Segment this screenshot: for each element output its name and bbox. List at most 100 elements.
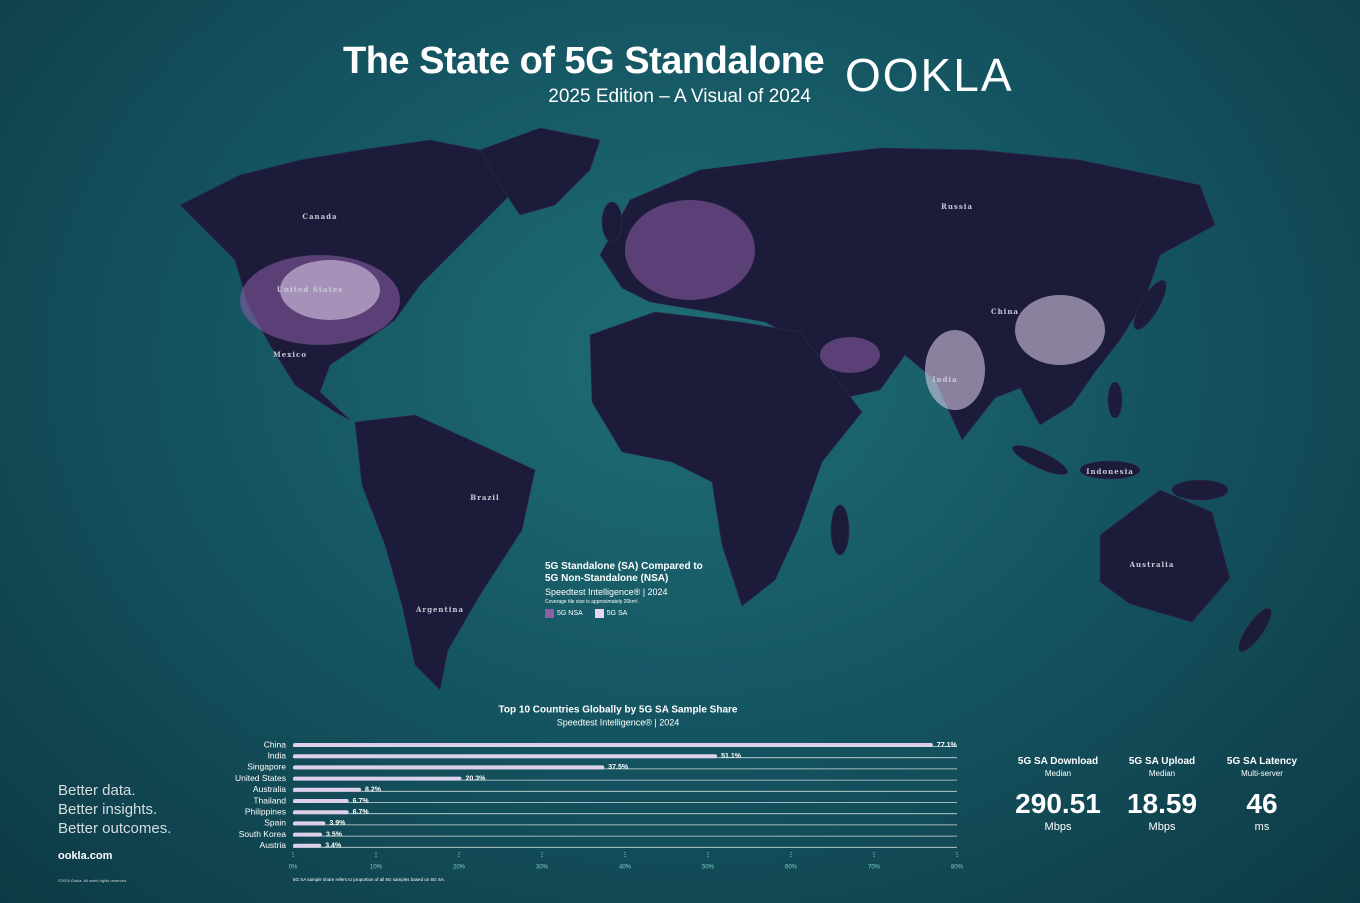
new-guinea <box>1171 479 1229 501</box>
value-label: 6.7% <box>353 798 370 805</box>
value-label: 77.1% <box>937 742 958 749</box>
value-label: 37.5% <box>608 764 629 771</box>
bar <box>293 754 718 759</box>
y-tick-label: Singapore <box>247 762 286 772</box>
coverage <box>240 200 1105 410</box>
website: ookla.com <box>58 850 113 862</box>
chart-title: Top 10 Countries Globally by 5G SA Sampl… <box>499 705 738 716</box>
australia <box>1099 489 1231 623</box>
value-label: 20.3% <box>465 775 486 782</box>
legend: 5G NSA 5G SA <box>545 609 627 618</box>
legend-subtitle: Speedtest Intelligence® | 2024 <box>545 587 668 597</box>
coverage-sa <box>1015 295 1105 365</box>
bar-chart: Top 10 Countries Globally by 5G SA Sampl… <box>235 705 964 883</box>
x-tick-label: 70% <box>868 865 881 871</box>
bar <box>293 787 362 792</box>
x-tick-label: 0% <box>289 865 298 871</box>
stat-label: 5G SA Download <box>1017 756 1099 767</box>
south-america <box>354 414 536 691</box>
greenland <box>479 127 601 216</box>
stat-value: 290.51 <box>1015 788 1101 819</box>
country-label: Brazil <box>470 493 499 502</box>
uk <box>601 201 623 243</box>
coverage-sa <box>280 260 380 320</box>
bar <box>293 743 933 747</box>
value-label: 3.4% <box>325 843 342 850</box>
chart-note: 5G SA sample share refers to proportion … <box>293 877 445 882</box>
x-tick-label: 20% <box>453 865 466 871</box>
country-label: Mexico <box>273 350 307 359</box>
tagline-line: Better data. <box>58 782 136 799</box>
y-tick-label: Thailand <box>253 795 286 805</box>
legend-swatch <box>594 609 604 618</box>
bar <box>293 765 605 770</box>
africa <box>589 311 863 607</box>
x-tick-label: 10% <box>370 865 383 871</box>
stat-unit: Mbps <box>1148 821 1176 833</box>
value-label: 6.7% <box>353 809 370 816</box>
bar <box>293 843 322 848</box>
x-tick-label: 30% <box>536 865 549 871</box>
y-tick-label: Australia <box>253 784 286 794</box>
stat-unit: ms <box>1254 821 1270 833</box>
y-tick-label: India <box>268 750 287 760</box>
logo: OOKLA <box>845 49 1014 101</box>
stat-sublabel: Median <box>1148 769 1176 778</box>
chart-subtitle: Speedtest Intelligence® | 2024 <box>557 717 680 727</box>
country-label: Canada <box>302 212 337 221</box>
bar <box>293 799 349 803</box>
y-tick-label: Philippines <box>245 806 286 816</box>
subtitle: 2025 Edition – A Visual of 2024 <box>548 86 811 107</box>
y-tick-label: United States <box>235 773 286 783</box>
value-label: 8.2% <box>365 787 382 794</box>
tagline: Better data. Better insights. Better out… <box>58 781 171 838</box>
country-label: China <box>991 307 1019 316</box>
bar <box>293 810 349 815</box>
philippines <box>1107 381 1123 419</box>
japan <box>1133 280 1167 330</box>
value-label: 51.1% <box>721 753 742 760</box>
madagascar <box>830 504 850 556</box>
legend-swatch <box>545 609 554 618</box>
x-tick-label: 40% <box>619 865 632 871</box>
legend-label: 5G NSA <box>557 610 583 617</box>
x-tick-label: 60% <box>785 865 798 871</box>
y-tick-label: Austria <box>260 840 287 850</box>
tagline-line: Better outcomes. <box>58 820 172 837</box>
copyright: ©2025 Ookla. All world rights reserved. <box>58 878 128 883</box>
tagline-line: Better insights. <box>58 801 158 818</box>
country-label: Indonesia <box>1086 467 1134 476</box>
title: The State of 5G Standalone <box>343 40 825 82</box>
y-tick-label: Spain <box>264 818 286 828</box>
stat-value: 46 <box>1246 788 1278 819</box>
y-tick-label: South Korea <box>239 829 287 839</box>
country-label: Australia <box>1129 560 1175 569</box>
indonesia-east <box>1079 460 1141 480</box>
bar <box>293 821 326 826</box>
legend-title: 5G Standalone (SA) Compared to 5G Non-St… <box>545 561 703 584</box>
bar <box>293 832 323 837</box>
country-label: Argentina <box>415 605 464 614</box>
x-tick-label: 50% <box>702 865 715 871</box>
stat-label: 5G SA Latency <box>1226 756 1298 767</box>
new-zealand <box>1238 607 1272 653</box>
y-tick-label: China <box>264 739 286 749</box>
bar <box>293 776 462 781</box>
stat-label: 5G SA Upload <box>1128 756 1196 767</box>
stat-sublabel: Multi-server <box>1241 769 1283 778</box>
stat-unit: Mbps <box>1044 821 1072 833</box>
legend-label: 5G SA <box>606 610 628 617</box>
country-labels: Canada United States Mexico Brazil Argen… <box>273 202 1175 614</box>
indonesia-west <box>1012 445 1068 475</box>
x-tick-label: 80% <box>951 865 964 871</box>
coverage-sa <box>925 330 985 410</box>
coverage-nsa <box>625 200 755 300</box>
country-label: Russia <box>941 202 973 211</box>
legend-item: 5G SA <box>594 609 628 618</box>
country-label: India <box>932 375 957 384</box>
stat-value: 18.59 <box>1126 788 1198 819</box>
legend-item: 5G NSA <box>545 609 583 618</box>
coverage-nsa <box>820 337 880 373</box>
